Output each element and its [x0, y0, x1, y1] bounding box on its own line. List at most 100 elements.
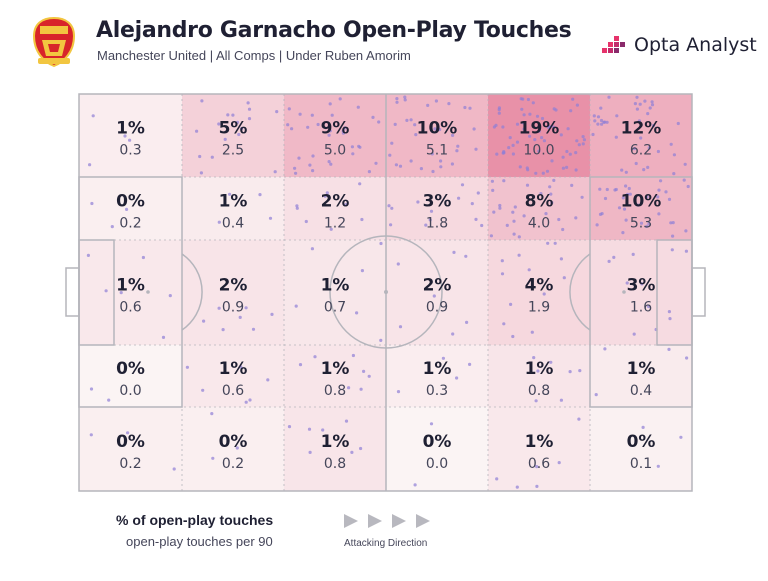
touch-dot — [433, 127, 437, 131]
touch-dot — [647, 146, 651, 150]
heat-cell — [284, 240, 386, 345]
touch-dot — [328, 102, 332, 106]
heat-cell — [284, 407, 386, 491]
touch-dot — [646, 112, 650, 116]
touch-dot — [405, 118, 409, 122]
touch-dot — [549, 360, 553, 364]
touch-dot — [612, 255, 616, 259]
touch-dot — [295, 206, 299, 210]
heat-cell — [182, 240, 284, 345]
touch-dot — [498, 206, 502, 210]
touch-dot — [414, 133, 418, 137]
touch-dot — [351, 353, 355, 358]
touch-dot — [540, 136, 544, 140]
touch-dot — [374, 161, 378, 165]
touch-dot — [328, 129, 332, 133]
touch-dot — [578, 369, 582, 373]
touch-dot — [571, 97, 575, 101]
heat-cell — [79, 345, 182, 407]
touch-dot — [226, 113, 230, 117]
touch-dot — [308, 450, 312, 454]
touch-dot — [268, 216, 273, 220]
touch-dot — [396, 390, 401, 394]
touch-dot — [287, 107, 291, 111]
heat-cell — [488, 240, 590, 345]
touch-dot — [605, 187, 609, 192]
touch-dot — [566, 127, 570, 131]
right-penalty-arc — [569, 253, 591, 331]
cell-per90: 4.0 — [528, 216, 550, 232]
touch-dot — [632, 147, 637, 151]
touch-dot — [685, 356, 689, 360]
touch-dot — [525, 166, 529, 170]
right-goal — [691, 267, 706, 317]
touch-dot — [447, 102, 451, 106]
touch-dot — [238, 315, 242, 319]
touch-dot — [528, 112, 532, 116]
touch-dot — [379, 241, 383, 246]
touch-dot — [595, 223, 599, 227]
touch-dot — [502, 150, 506, 154]
touch-dot — [294, 304, 298, 308]
touch-dot — [439, 159, 443, 163]
touch-dot — [561, 155, 565, 159]
touch-dot — [270, 312, 274, 316]
touch-dot — [641, 425, 645, 429]
touch-dot — [594, 393, 598, 397]
touch-dot — [350, 450, 354, 454]
touch-dot — [470, 202, 474, 206]
cell-percent: 1% — [219, 359, 248, 379]
touch-dot — [395, 100, 399, 104]
heat-cell — [79, 94, 182, 177]
touch-dot — [530, 330, 534, 334]
touch-dot — [669, 142, 673, 146]
cell-per90: 0.8 — [528, 383, 550, 399]
touch-dot — [537, 149, 541, 153]
touch-dot — [522, 214, 526, 218]
touch-dot — [211, 456, 215, 460]
touch-dot — [432, 294, 436, 298]
touch-dot — [341, 131, 345, 135]
touch-dot — [539, 192, 543, 196]
centre-circle — [329, 235, 443, 349]
touch-dot — [89, 387, 94, 391]
touch-dot — [356, 105, 360, 109]
touch-dot — [416, 200, 420, 204]
touch-dot — [409, 118, 413, 122]
touch-dot — [297, 156, 301, 160]
touch-dot — [239, 365, 243, 369]
touch-dot — [217, 306, 221, 310]
cell-percent: 1% — [525, 432, 554, 452]
heat-cell — [488, 177, 590, 240]
touch-dot — [474, 147, 478, 151]
touch-dot — [646, 165, 650, 169]
cell-percent: 0% — [627, 432, 656, 452]
touch-dot — [542, 292, 546, 296]
touch-dot — [537, 129, 541, 133]
touch-dot — [645, 224, 649, 228]
touch-dot — [634, 161, 638, 166]
touch-dot — [546, 241, 550, 245]
touch-dot — [223, 137, 227, 141]
touch-dot — [409, 159, 413, 163]
cell-per90: 2.5 — [222, 143, 244, 159]
cell-percent: 2% — [219, 276, 248, 296]
touch-dot — [266, 378, 270, 382]
touch-dot — [350, 145, 354, 149]
touch-dot — [657, 212, 661, 216]
touch-dot — [508, 136, 512, 140]
touch-dot — [509, 302, 513, 306]
touch-dot — [347, 386, 351, 390]
touch-dot — [580, 195, 584, 199]
touch-dot — [125, 207, 129, 211]
touch-dot — [287, 425, 292, 429]
touch-dot — [565, 165, 569, 169]
touch-dot — [639, 221, 644, 225]
touch-dot — [570, 183, 574, 187]
touch-dot — [617, 206, 622, 210]
touch-dot — [622, 207, 627, 211]
touch-dot — [505, 223, 509, 227]
touch-dot — [195, 129, 199, 133]
cell-per90: 0.6 — [222, 383, 244, 399]
cell-percent: 1% — [116, 119, 145, 139]
